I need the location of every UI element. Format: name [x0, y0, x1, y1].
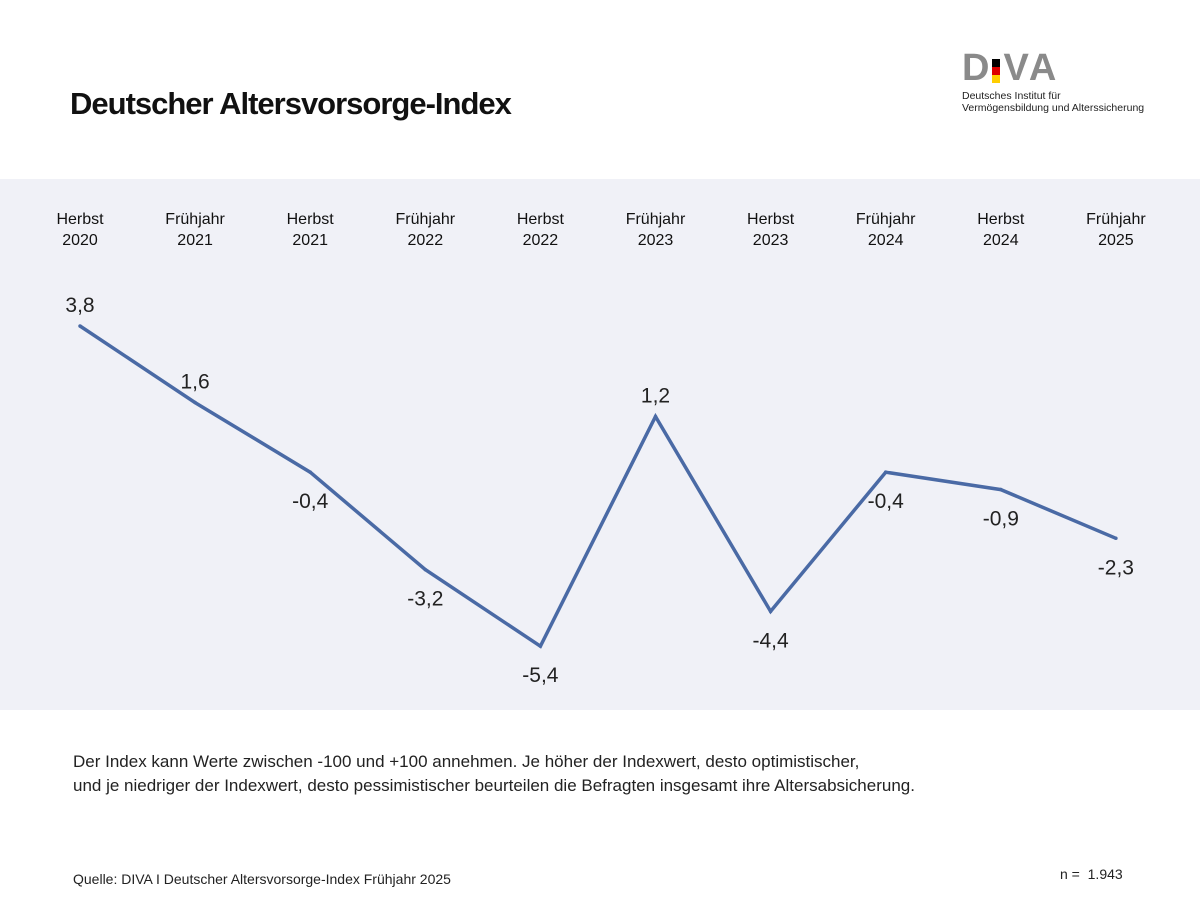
data-label: -5,4: [522, 664, 559, 687]
period-label: Herbst 2022: [490, 209, 590, 251]
period-season: Frühjahr: [1086, 211, 1146, 228]
period-year: 2020: [62, 232, 98, 249]
sample-size-label: n =: [1060, 866, 1080, 882]
index-note-line1: Der Index kann Werte zwischen -100 und +…: [73, 752, 860, 771]
period-year: 2025: [1098, 232, 1134, 249]
period-season: Frühjahr: [625, 211, 686, 228]
data-point: [193, 400, 197, 405]
sample-size-value: 1.943: [1087, 866, 1123, 882]
period-season: Herbst: [516, 211, 564, 228]
data-label: 1,2: [641, 384, 670, 407]
period-season: Herbst: [977, 211, 1025, 228]
german-flag-icon: [992, 53, 1001, 83]
index-note: Der Index kann Werte zwischen -100 und +…: [73, 750, 915, 798]
data-label: 3,8: [65, 294, 94, 317]
data-point: [768, 609, 773, 614]
period-label: Herbst 2024: [951, 209, 1051, 251]
data-point: [653, 414, 658, 419]
period-season: Frühjahr: [165, 211, 225, 228]
data-point: [1114, 536, 1118, 541]
period-label: Frühjahr 2025: [1066, 209, 1166, 251]
logo-letter-a: A: [1028, 47, 1057, 89]
index-note-line2: und je niedriger der Indexwert, desto pe…: [73, 776, 915, 795]
period-season: Herbst: [286, 211, 334, 228]
data-label: -2,3: [1098, 556, 1134, 579]
period-label: Frühjahr 2024: [836, 209, 936, 251]
period-season: Herbst: [56, 211, 104, 228]
period-year: 2024: [867, 232, 904, 249]
period-label: Herbst 2021: [260, 209, 360, 251]
period-season: Herbst: [747, 211, 795, 228]
diva-logo-mark: D V A: [962, 48, 1162, 88]
period-year: 2024: [983, 232, 1019, 249]
period-label: Frühjahr 2021: [145, 209, 245, 251]
data-label: -0,4: [292, 490, 329, 513]
chart-panel: [0, 179, 1200, 710]
period-label: Herbst 2023: [721, 209, 821, 251]
period-year: 2023: [752, 232, 789, 249]
period-season: Frühjahr: [395, 211, 456, 228]
data-label: -3,2: [407, 588, 443, 611]
diva-logo: D V A Deutsches Institut für Vermögensbi…: [962, 48, 1162, 114]
data-point: [78, 324, 82, 328]
data-point: [883, 470, 888, 474]
period-season: Frühjahr: [855, 211, 916, 228]
logo-letter-d: D: [962, 47, 990, 89]
index-series-line: [79, 324, 1117, 649]
data-point: [999, 487, 1003, 492]
data-label: -0,4: [868, 490, 905, 513]
logo-letter-v: V: [1003, 47, 1029, 89]
period-label: Frühjahr 2022: [375, 209, 475, 251]
period-label: Frühjahr 2023: [606, 209, 706, 251]
source-note: Quelle: DIVA I Deutscher Altersvorsorge-…: [73, 871, 451, 887]
period-year: 2023: [637, 232, 674, 249]
period-year: 2022: [407, 232, 444, 249]
data-label: -4,4: [753, 629, 790, 652]
sample-size: n = 1.943: [1060, 866, 1123, 882]
chart-title: Deutscher Altersvorsorge-Index: [70, 86, 512, 121]
data-point: [308, 470, 312, 474]
period-year: 2021: [292, 232, 328, 249]
flag-stripe-gold: [992, 75, 1001, 83]
data-point: [423, 567, 428, 572]
logo-subtitle-line1: Deutsches Institut für: [962, 90, 1061, 102]
period-year: 2022: [522, 232, 559, 249]
flag-stripe-black: [992, 59, 1001, 67]
data-label: -0,9: [983, 508, 1019, 531]
data-label: 1,6: [180, 371, 209, 394]
data-point: [538, 644, 543, 648]
logo-subtitle-line2: Vermögensbildung und Alterssicherung: [962, 102, 1145, 114]
period-label: Herbst 2020: [30, 209, 130, 251]
period-year: 2021: [177, 232, 213, 249]
flag-stripe-red: [992, 67, 1001, 75]
